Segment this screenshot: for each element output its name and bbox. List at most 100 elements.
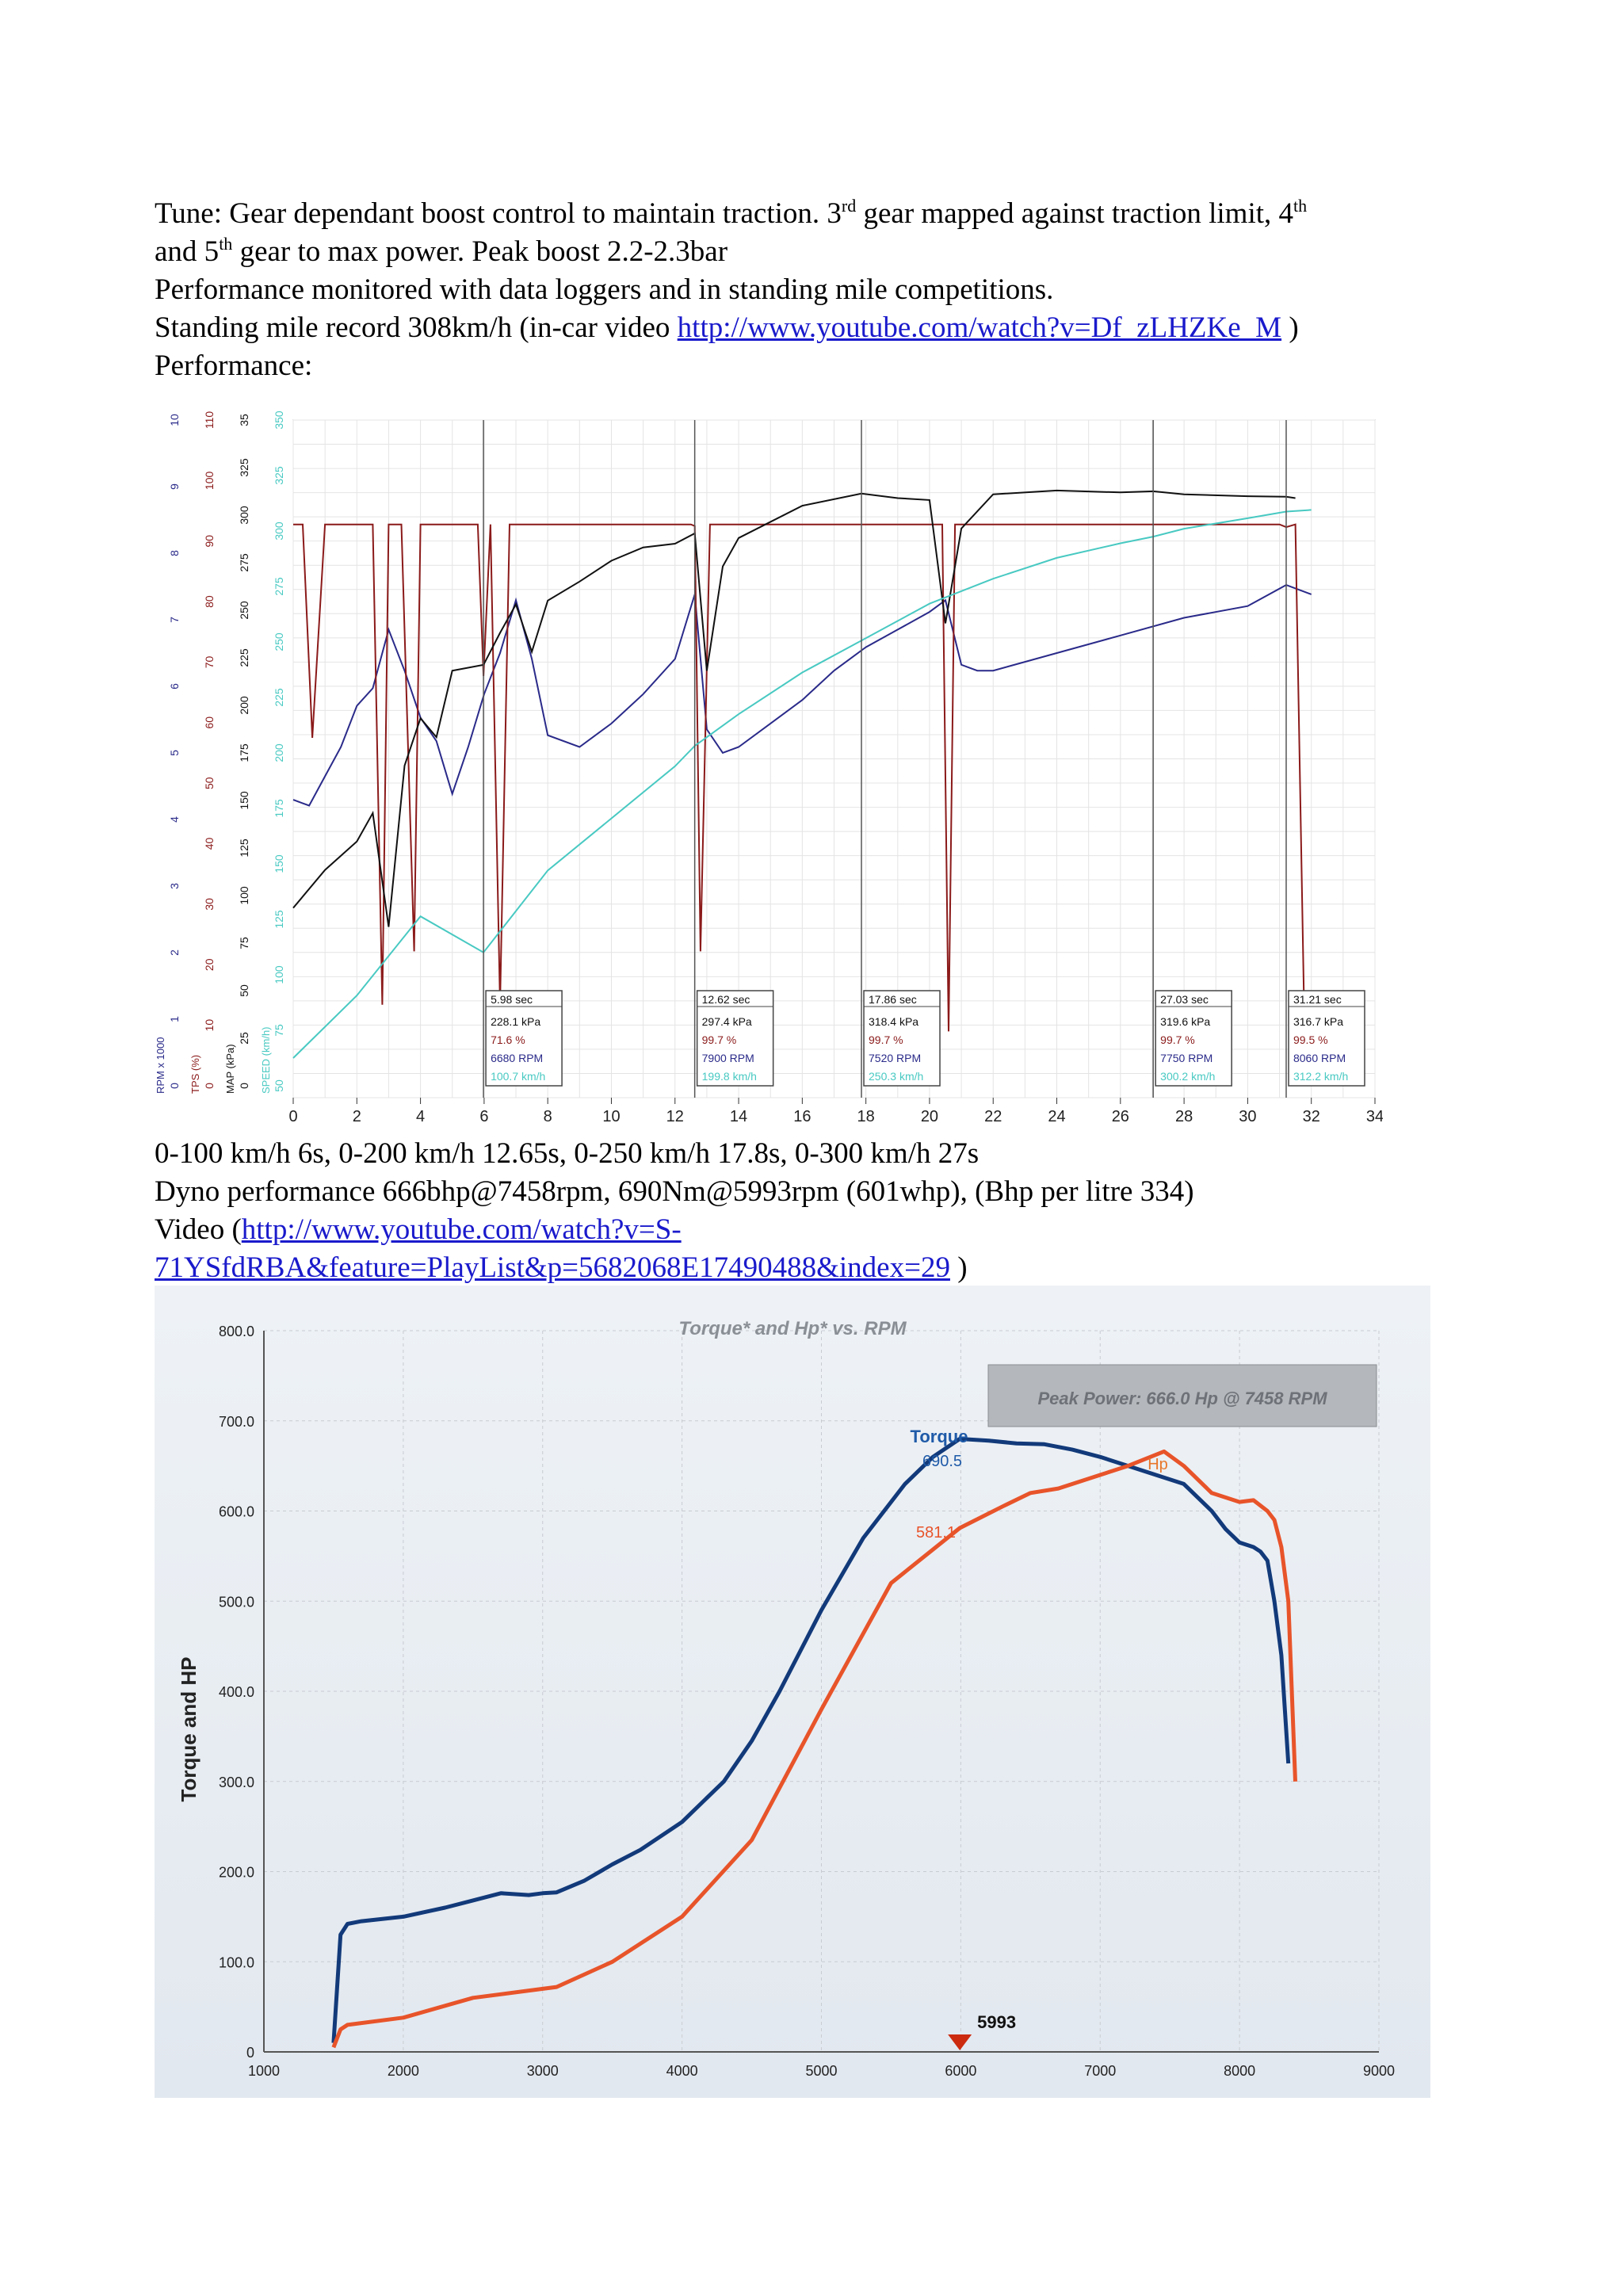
dyno-y-tick: 0 xyxy=(246,2045,254,2061)
log-series-0 xyxy=(292,584,1312,807)
x-tick-label: 0 xyxy=(288,1108,297,1125)
speed-tick: 150 xyxy=(273,854,285,873)
tps-tick: 10 xyxy=(203,1019,216,1032)
map-tick: 200 xyxy=(238,696,250,715)
marker-readout-value: 199.8 km/h xyxy=(702,1070,757,1083)
tps-tick: 110 xyxy=(203,411,216,430)
dyno-y-tick: 500.0 xyxy=(219,1594,254,1610)
x-tick-label: 30 xyxy=(1239,1108,1256,1125)
dyno-chart: Torque* and Hp* vs. RPM Peak Power: 666.… xyxy=(155,1286,1430,2098)
marker-readout-value: 316.7 kPa xyxy=(1293,1015,1343,1028)
marker-readout-value: 99.7 % xyxy=(1160,1033,1195,1046)
in-car-video-link[interactable]: http://www.youtube.com/watch?v=Df_zLHZKe… xyxy=(677,311,1282,344)
rpm-tick: 7 xyxy=(168,617,181,623)
speed-tick: 275 xyxy=(273,577,285,596)
video-line-cont: 71YSfdRBA&feature=PlayList&p=5682068E174… xyxy=(155,1251,968,1284)
rpm-axis-title: RPM x 1000 xyxy=(155,1037,166,1094)
x-tick-label: 8 xyxy=(544,1108,552,1125)
peak-power-label: Peak Power: 666.0 Hp @ 7458 RPM xyxy=(1037,1389,1327,1408)
dyno-y-tick: 200.0 xyxy=(219,1865,254,1881)
marker-readout-value: 312.2 km/h xyxy=(1293,1070,1348,1083)
marker-readout-value: 6680 RPM xyxy=(491,1052,543,1064)
x-tick-label: 26 xyxy=(1112,1108,1129,1125)
marker-readout-value: 27.03 sec xyxy=(1160,993,1209,1006)
performance-text: 0-100 km/h 6s, 0-200 km/h 12.65s, 0-250 … xyxy=(155,1135,1470,1287)
dyno-x-tick: 5000 xyxy=(805,2063,837,2079)
dyno-video-link-cont[interactable]: 71YSfdRBA&feature=PlayList&p=5682068E174… xyxy=(155,1251,950,1284)
map-tick: 275 xyxy=(238,553,250,572)
speed-tick: 350 xyxy=(273,411,285,430)
speed-tick: 175 xyxy=(273,799,285,818)
dyno-svg: Torque* and Hp* vs. RPM Peak Power: 666.… xyxy=(155,1286,1430,2098)
marker-readout-value: 17.86 sec xyxy=(869,993,917,1006)
marker-readout-value: 71.6 % xyxy=(491,1033,525,1046)
map-tick: 175 xyxy=(238,743,250,762)
map-tick: 35 xyxy=(238,414,250,426)
data-logger-svg: 5.98 sec 228.1 kPa 71.6 % 6680 RPM 100.7 km/… xyxy=(155,404,1384,1133)
speed-tick: 325 xyxy=(273,466,285,485)
x-tick-label: 6 xyxy=(479,1108,488,1125)
rpm-tick: 4 xyxy=(168,816,181,823)
hp-value: 581.1 xyxy=(916,1524,956,1541)
dyno-x-tick: 2000 xyxy=(388,2063,419,2079)
tps-tick: 90 xyxy=(203,535,216,548)
gear-line: and 5th gear to max power. Peak boost 2.… xyxy=(155,234,728,269)
performance-heading: Performance: xyxy=(155,350,313,382)
rpm-tick: 10 xyxy=(168,414,181,426)
map-tick: 100 xyxy=(238,886,250,905)
x-tick-label: 16 xyxy=(793,1108,811,1125)
speed-tick: 200 xyxy=(273,743,285,762)
x-tick-label: 20 xyxy=(921,1108,938,1125)
tps-tick: 50 xyxy=(203,777,216,789)
map-tick: 125 xyxy=(238,839,250,858)
marker-readout-value: 250.3 km/h xyxy=(869,1070,923,1083)
dyno-y-tick: 100.0 xyxy=(219,1954,254,1970)
x-tick-label: 28 xyxy=(1175,1108,1193,1125)
dyno-y-tick: 700.0 xyxy=(219,1414,254,1430)
dyno-x-tick: 1000 xyxy=(248,2063,280,2079)
data-logger-chart: 5.98 sec 228.1 kPa 71.6 % 6680 RPM 100.7 km/… xyxy=(155,404,1384,1133)
speed-tick: 100 xyxy=(273,965,285,984)
x-tick-label: 12 xyxy=(666,1108,684,1125)
tps-tick: 60 xyxy=(203,716,216,729)
marker-readout-value: 7750 RPM xyxy=(1160,1052,1212,1064)
marker-readout-value: 228.1 kPa xyxy=(491,1015,540,1028)
map-tick: 225 xyxy=(238,648,250,667)
tps-axis-title: TPS (%) xyxy=(189,1055,201,1094)
dyno-x-tick: 6000 xyxy=(945,2063,976,2079)
speed-tick: 50 xyxy=(273,1079,285,1092)
log-series-2 xyxy=(292,489,1296,927)
x-tick-label: 18 xyxy=(857,1108,875,1125)
marker-readout-value: 5.98 sec xyxy=(491,993,533,1006)
rpm-tick: 1 xyxy=(168,1016,181,1022)
map-tick: 0 xyxy=(238,1083,250,1089)
x-tick-label: 10 xyxy=(602,1108,620,1125)
monitoring-line: Performance monitored with data loggers … xyxy=(155,273,1054,306)
dyno-title: Torque* and Hp* vs. RPM xyxy=(678,1318,907,1339)
speed-tick: 75 xyxy=(273,1024,285,1037)
tps-tick: 20 xyxy=(203,958,216,971)
dyno-series-hp xyxy=(331,1449,1297,2049)
dyno-line: Dyno performance 666bhp@7458rpm, 690Nm@5… xyxy=(155,1175,1194,1208)
speed-tick: 125 xyxy=(273,910,285,929)
marker-readout-value: 300.2 km/h xyxy=(1160,1070,1215,1083)
dyno-series-torque xyxy=(331,1437,1291,2043)
map-tick: 300 xyxy=(238,506,250,525)
torque-series-label: Torque xyxy=(911,1427,968,1446)
tps-tick: 40 xyxy=(203,838,216,850)
rpm-tick: 2 xyxy=(168,949,181,956)
marker-readout-value: 318.4 kPa xyxy=(869,1015,918,1028)
log-series-1 xyxy=(293,523,1306,1059)
map-tick: 75 xyxy=(238,937,250,949)
marker-readout-value: 99.7 % xyxy=(869,1033,903,1046)
marker-readout-value: 7520 RPM xyxy=(869,1052,921,1064)
tps-tick: 70 xyxy=(203,656,216,669)
rpm-tick: 6 xyxy=(168,683,181,690)
x-tick-label: 24 xyxy=(1048,1108,1065,1125)
tps-tick: 30 xyxy=(203,898,216,911)
rpm-tick: 0 xyxy=(168,1083,181,1089)
marker-readout-value: 12.62 sec xyxy=(702,993,750,1006)
dyno-video-link[interactable]: http://www.youtube.com/watch?v=S- xyxy=(241,1213,682,1246)
marker-readout-value: 319.6 kPa xyxy=(1160,1015,1210,1028)
speed-axis-title: SPEED (km/h) xyxy=(260,1026,272,1094)
